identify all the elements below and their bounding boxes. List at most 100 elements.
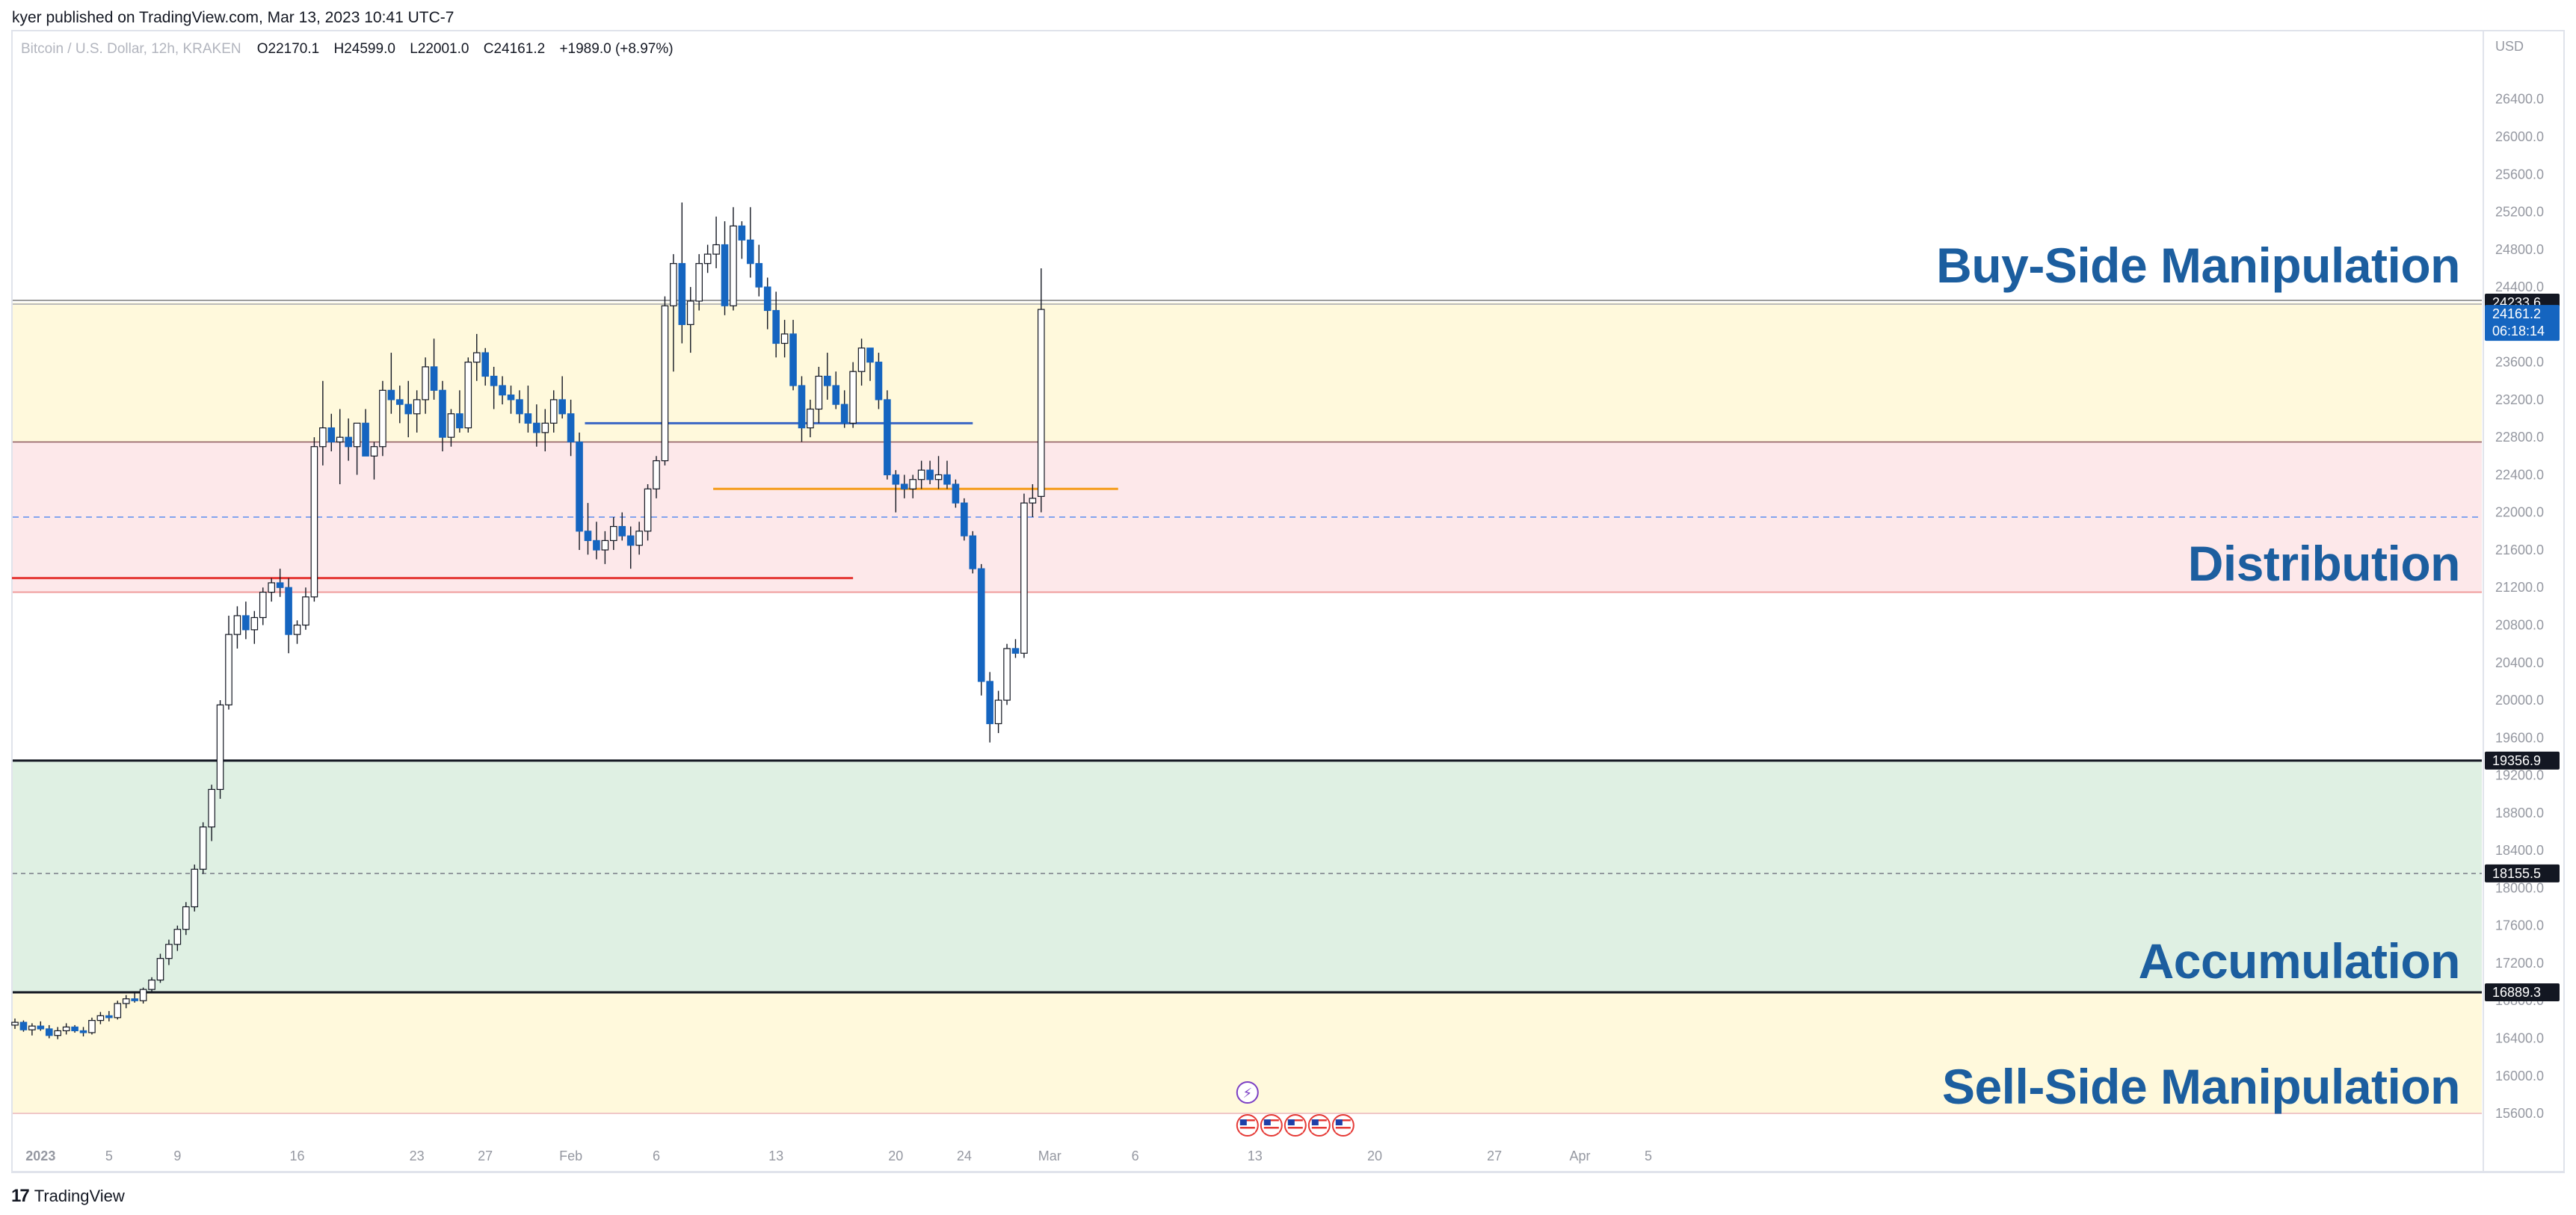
candle-body-bear bbox=[276, 582, 284, 588]
flag-canton bbox=[1335, 1119, 1343, 1125]
candle-body-bull bbox=[934, 474, 943, 480]
candle-body-bear bbox=[772, 309, 780, 344]
candle-body-bull bbox=[379, 389, 386, 448]
candle-body-bear bbox=[884, 399, 891, 476]
candle bbox=[507, 386, 515, 414]
candle-body-bull bbox=[1020, 502, 1028, 654]
candle bbox=[533, 404, 540, 447]
candle-body-bear bbox=[986, 681, 993, 725]
flag-stripe bbox=[1335, 1127, 1351, 1129]
candle bbox=[216, 700, 224, 800]
footer-brand[interactable]: 17 TradingView bbox=[11, 1183, 125, 1210]
candle bbox=[961, 498, 968, 541]
candle-body-bear bbox=[71, 1026, 78, 1032]
candle-body-bull bbox=[541, 422, 549, 433]
candle-body-bear bbox=[747, 239, 754, 265]
candle bbox=[447, 409, 455, 447]
candle bbox=[755, 244, 763, 297]
candle bbox=[926, 460, 934, 485]
flag-stripe bbox=[1263, 1127, 1279, 1129]
time-tick-label: Mar bbox=[1038, 1148, 1061, 1163]
candle bbox=[866, 347, 874, 381]
flag-canton bbox=[1287, 1119, 1295, 1125]
candle bbox=[1020, 493, 1028, 658]
candle-body-bull bbox=[28, 1025, 36, 1030]
candle bbox=[952, 479, 960, 508]
flag-stripe bbox=[1239, 1119, 1255, 1122]
flag-stripe bbox=[1263, 1119, 1279, 1122]
price-tick-label: 18400.0 bbox=[2495, 843, 2544, 858]
candle-body-bear bbox=[79, 1030, 87, 1033]
candle-body-bull bbox=[62, 1026, 70, 1032]
time-tick-label: 5 bbox=[1645, 1148, 1652, 1163]
flag-stripe bbox=[1335, 1119, 1351, 1122]
price-tick-label: 24800.0 bbox=[2495, 242, 2544, 257]
time-tick-label: 20 bbox=[888, 1148, 903, 1163]
flag-stripe bbox=[1239, 1123, 1255, 1125]
candle bbox=[182, 902, 190, 936]
candle-body-bull bbox=[670, 263, 677, 306]
candle bbox=[62, 1023, 70, 1035]
time-tick-label: 5 bbox=[105, 1148, 113, 1163]
level-price-tag-text: 19356.9 bbox=[2492, 753, 2541, 768]
price-tick-label: 16000.0 bbox=[2495, 1069, 2544, 1083]
level-price-tag bbox=[2485, 983, 2560, 1001]
candle bbox=[524, 386, 532, 433]
candle-body-bull bbox=[1037, 309, 1045, 497]
flag-canton bbox=[1311, 1119, 1319, 1125]
flag-stripe bbox=[1287, 1119, 1303, 1122]
price-tick-label: 23600.0 bbox=[2495, 355, 2544, 370]
candle bbox=[1011, 639, 1020, 658]
candle-body-bull bbox=[695, 263, 703, 302]
price-tick-label: 18000.0 bbox=[2495, 880, 2544, 895]
candle-body-bull bbox=[216, 704, 224, 791]
candle-body-bear bbox=[721, 244, 729, 306]
candle-body-bull bbox=[909, 479, 916, 489]
candle-body-bear bbox=[584, 531, 592, 542]
candle bbox=[609, 516, 617, 550]
candle bbox=[661, 296, 669, 466]
candle-body-bull bbox=[319, 427, 327, 448]
levels-layer bbox=[12, 300, 2482, 994]
candle bbox=[268, 578, 275, 602]
candle-body-bull bbox=[635, 531, 643, 546]
candle-body-bear bbox=[977, 568, 985, 682]
candle-body-bull bbox=[310, 446, 318, 598]
candle bbox=[259, 587, 267, 625]
candle bbox=[191, 864, 199, 912]
candle bbox=[54, 1027, 61, 1039]
candle bbox=[994, 690, 1002, 734]
candle-body-bull bbox=[96, 1015, 105, 1021]
candle-body-bull bbox=[370, 446, 378, 457]
price-axis-unit: USD bbox=[2495, 39, 2524, 54]
candle bbox=[122, 995, 130, 1009]
candle bbox=[345, 418, 352, 461]
candle-body-bear bbox=[875, 362, 883, 401]
last-price-countdown: 06:18:14 bbox=[2492, 324, 2545, 338]
candle bbox=[395, 386, 404, 424]
candle bbox=[678, 202, 686, 344]
candle bbox=[285, 578, 292, 654]
candle bbox=[156, 953, 164, 983]
candle-body-bull bbox=[464, 362, 472, 429]
candle bbox=[173, 925, 182, 951]
candle-body-bull bbox=[447, 413, 455, 438]
flag-stripe bbox=[1335, 1131, 1351, 1133]
flag-stripe bbox=[1263, 1131, 1279, 1133]
candle-body-bull bbox=[11, 1021, 19, 1026]
candle bbox=[225, 615, 232, 710]
candle bbox=[653, 456, 660, 498]
candle-body-bull bbox=[815, 375, 823, 410]
candle bbox=[626, 526, 635, 569]
candle-body-bear bbox=[593, 540, 600, 551]
candle-body-bull bbox=[233, 615, 241, 635]
candle bbox=[464, 357, 472, 433]
flag-stripe bbox=[1287, 1127, 1303, 1129]
candle bbox=[969, 531, 977, 574]
candle-body-bull bbox=[1003, 648, 1011, 701]
candle-body-bear bbox=[567, 413, 575, 443]
candle bbox=[558, 376, 566, 419]
candle bbox=[456, 390, 463, 433]
candle bbox=[96, 1012, 105, 1024]
